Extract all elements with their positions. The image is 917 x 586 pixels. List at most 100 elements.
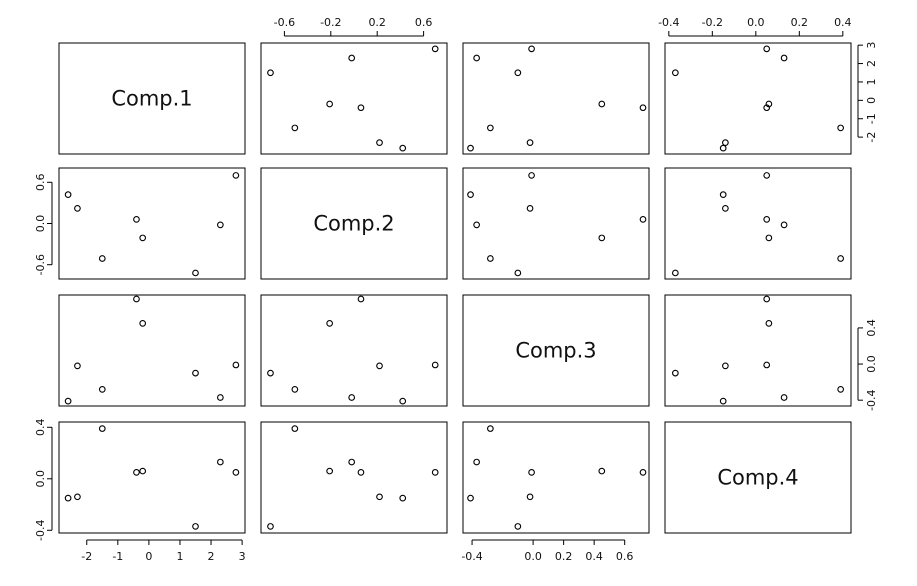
- tick-label: 0.0: [34, 470, 47, 488]
- data-point: [763, 172, 771, 179]
- tick-label: 0.4: [34, 419, 47, 437]
- data-point: [357, 104, 365, 112]
- tick-label: 3: [239, 550, 246, 563]
- data-point: [487, 255, 494, 262]
- data-point: [98, 255, 106, 262]
- panel-4-3: [462, 421, 650, 534]
- data-point: [487, 124, 494, 132]
- tick-label: 0.4: [865, 319, 878, 337]
- tick-label: -2: [865, 132, 878, 143]
- tick-label: 0.2: [555, 550, 573, 563]
- data-point: [473, 458, 480, 466]
- data-point: [780, 221, 788, 229]
- variable-label: Comp.3: [515, 339, 596, 363]
- panel-2-4: [664, 167, 852, 280]
- data-point: [722, 205, 729, 212]
- data-point: [467, 494, 474, 502]
- data-point: [526, 493, 534, 501]
- panel-frame: [462, 421, 650, 534]
- data-point: [291, 386, 299, 393]
- panel-frame: [664, 42, 852, 155]
- data-point: [98, 425, 106, 432]
- data-point: [467, 144, 474, 152]
- tick-label: 1: [176, 550, 183, 563]
- data-point: [133, 469, 140, 476]
- data-point: [139, 467, 147, 475]
- data-point: [74, 362, 81, 370]
- left-axis-Comp.4: -0.4 0.0 0.4: [34, 419, 53, 541]
- data-point: [192, 523, 199, 530]
- data-point: [267, 523, 274, 530]
- panel-frame: [260, 167, 448, 280]
- panel-1-4: [664, 42, 852, 155]
- panel-1-2: [260, 42, 448, 155]
- data-point: [763, 361, 771, 369]
- variable-label: Comp.4: [717, 466, 798, 490]
- panel-2-3: [462, 167, 650, 280]
- data-point: [376, 493, 383, 501]
- panel-frame: [664, 167, 852, 280]
- tick-label: 0.0: [524, 550, 542, 563]
- data-point: [671, 269, 679, 277]
- axes-layer: -0.6 -0.2 0.2 0.6 -0.4 -0.2 0.0 0.2 0.4-2 -1 0 1 2 3-…: [34, 16, 878, 563]
- tick-label: 0.0: [747, 16, 765, 29]
- variable-label: Comp.2: [313, 212, 394, 236]
- panel-4-2: [260, 421, 448, 534]
- panel-4-4: Comp.4: [664, 421, 852, 534]
- data-point: [765, 100, 773, 108]
- data-point: [74, 493, 81, 501]
- data-point: [719, 191, 727, 199]
- panel-2-1: [58, 167, 246, 280]
- data-point: [780, 394, 788, 401]
- data-point: [639, 104, 647, 112]
- tick-label: -0.2: [702, 16, 723, 29]
- panel-frame: [260, 42, 448, 155]
- tick-label: -0.4: [865, 389, 878, 410]
- tick-label: -0.6: [274, 16, 295, 29]
- data-point: [192, 369, 199, 377]
- panel-frame: [462, 42, 650, 155]
- right-axis-Comp.1: -2 -1 0 1 2 3: [857, 42, 878, 143]
- data-point: [232, 172, 240, 179]
- data-point: [528, 45, 535, 53]
- panel-frame: [260, 294, 448, 407]
- data-point: [780, 54, 788, 62]
- data-point: [64, 191, 72, 199]
- data-point: [139, 320, 147, 327]
- panel-frame: [58, 294, 246, 407]
- panels-layer: Comp.1 Comp.2 Comp.3 Comp.4: [58, 42, 852, 534]
- data-point: [64, 397, 72, 405]
- data-point: [639, 216, 647, 223]
- data-point: [763, 295, 771, 303]
- tick-label: 0.4: [585, 550, 603, 563]
- tick-label: -0.6: [34, 254, 47, 275]
- tick-label: 0.6: [616, 550, 634, 563]
- tick-label: -0.4: [34, 520, 47, 541]
- tick-label: -1: [112, 550, 123, 563]
- data-point: [719, 144, 727, 152]
- tick-label: 0.4: [834, 16, 852, 29]
- data-point: [348, 458, 356, 466]
- data-point: [98, 386, 106, 393]
- data-point: [376, 139, 383, 146]
- data-point: [139, 234, 147, 242]
- panel-1-1: Comp.1: [58, 42, 246, 155]
- data-point: [64, 494, 72, 502]
- left-axis-Comp.2: -0.6 0.0 0.6: [34, 174, 53, 275]
- panel-2-2: Comp.2: [260, 167, 448, 280]
- panel-frame: [260, 421, 448, 534]
- data-point: [473, 54, 480, 62]
- top-axis-Comp.2: -0.6 -0.2 0.2 0.6: [274, 16, 432, 37]
- data-point: [528, 469, 535, 476]
- data-point: [431, 45, 439, 53]
- tick-label: 0: [145, 550, 152, 563]
- tick-label: 3: [865, 42, 878, 49]
- data-point: [399, 397, 407, 405]
- data-point: [291, 425, 299, 432]
- data-point: [514, 523, 522, 530]
- tick-label: 0: [865, 97, 878, 104]
- panel-frame: [462, 294, 650, 407]
- data-point: [399, 144, 407, 152]
- tick-label: -1: [865, 113, 878, 124]
- data-point: [217, 221, 224, 229]
